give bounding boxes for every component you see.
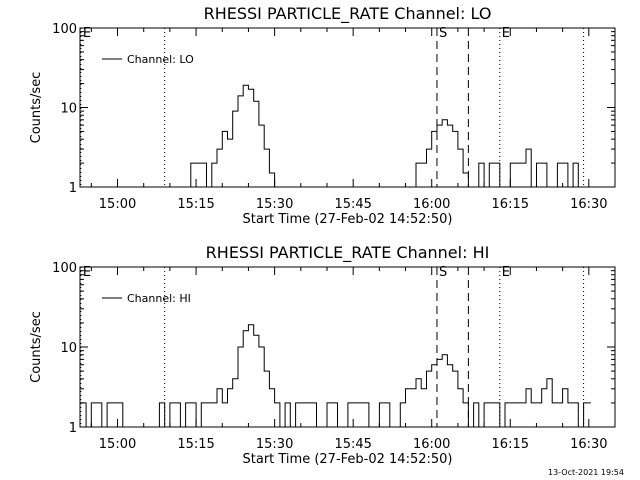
x-tick-label: 16:15 [492, 197, 529, 212]
x-tick-label: 15:15 [177, 437, 214, 452]
chart-title: RHESSI PARTICLE_RATE Channel: HI [206, 243, 490, 263]
x-tick-label: 16:00 [413, 197, 450, 212]
time-marker-label: S [439, 26, 447, 41]
x-tick-label: 15:00 [99, 197, 136, 212]
x-tick-label: 15:30 [256, 437, 293, 452]
x-tick-label: 15:15 [177, 197, 214, 212]
x-tick-label: 16:30 [570, 437, 607, 452]
time-marker-label: E [502, 26, 510, 41]
legend-label: Channel: HI [127, 292, 191, 305]
x-tick-label: 16:00 [413, 437, 450, 452]
y-tick-label: 10 [60, 102, 77, 117]
time-marker-label: E [83, 265, 91, 280]
y-tick-label: 10 [60, 341, 77, 356]
y-tick-label: 100 [52, 261, 77, 276]
time-marker-label: E [83, 26, 91, 41]
x-tick-label: 15:45 [334, 437, 371, 452]
plot-frame [79, 27, 616, 188]
y-axis-label: Counts/sec [29, 72, 44, 144]
x-axis-label: Start Time (27-Feb-02 14:52:50) [243, 452, 453, 467]
y-tick-label: 1 [69, 421, 77, 436]
time-marker-label: S [439, 265, 447, 280]
x-tick-label: 15:45 [334, 197, 371, 212]
chart-title: RHESSI PARTICLE_RATE Channel: LO [204, 4, 492, 24]
series-line [80, 324, 591, 428]
y-tick-label: 1 [69, 181, 77, 196]
time-marker-label: E [502, 265, 510, 280]
x-tick-label: 16:30 [570, 197, 607, 212]
x-axis-label: Start Time (27-Feb-02 14:52:50) [243, 212, 453, 227]
legend-label: Channel: LO [127, 53, 194, 66]
x-tick-label: 15:00 [99, 437, 136, 452]
series-line [175, 84, 581, 188]
x-tick-label: 16:15 [492, 437, 529, 452]
y-tick-label: 100 [52, 22, 77, 37]
x-tick-label: 15:30 [256, 197, 293, 212]
render-timestamp: 13-Oct-2021 19:54 [548, 468, 624, 477]
y-axis-label: Counts/sec [29, 311, 44, 383]
